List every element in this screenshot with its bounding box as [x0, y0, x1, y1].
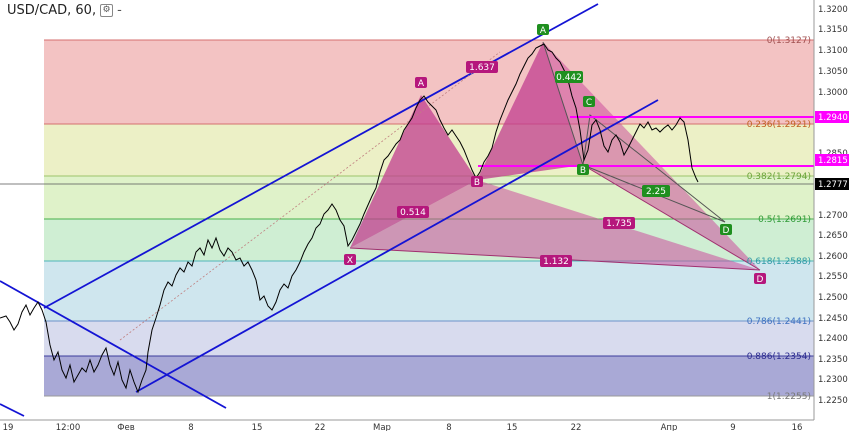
pattern-label-x[interactable]: X — [344, 254, 356, 266]
time-tick: 16 — [792, 423, 803, 431]
fib-label-0786: 0.786(1.2441) — [747, 317, 811, 327]
time-tick: Апр — [661, 423, 678, 431]
price-badge-text: 1.2815 — [818, 156, 848, 166]
harmonic-pattern-xabcd-1[interactable] — [349, 95, 761, 271]
time-tick: 8 — [188, 423, 193, 431]
time-tick: 8 — [446, 423, 451, 431]
price-tick: 1.2500 — [818, 293, 848, 303]
fib-label-1: 1(1.2255) — [767, 392, 811, 402]
harmonic-pattern-xabcd-2[interactable] — [477, 42, 761, 271]
price-tick: 1.3200 — [818, 5, 848, 15]
ratio-label-1735[interactable]: 1.735 — [603, 217, 635, 229]
pattern-label-b2-text: B — [580, 166, 586, 176]
price-axis[interactable]: 1.3200 1.3150 1.3100 1.3050 1.3000 1.285… — [813, 0, 850, 431]
price-badge-1-2940: 1.2940 — [815, 111, 849, 123]
price-tick: 1.2650 — [818, 231, 848, 241]
price-tick: 1.2600 — [818, 252, 848, 262]
time-ticks: 19 12:00 Фев 8 15 22 Мар 8 15 22 Апр 9 1… — [3, 423, 803, 431]
fib-level-labels: 0(1.3127) 0.236(1.2921) 0.382(1.2794) 0.… — [747, 36, 811, 402]
time-tick: 22 — [315, 423, 326, 431]
symbol-legend[interactable]: USD/CAD, 60, ⚙ - — [4, 2, 125, 19]
fib-label-0886: 0.886(1.2354) — [747, 352, 811, 362]
time-tick: 9 — [730, 423, 735, 431]
price-badge-current: 1.2777 — [815, 178, 849, 190]
settings-icon[interactable]: ⚙ — [100, 4, 114, 17]
ratio-label-0442[interactable]: 0.442 — [555, 71, 583, 83]
ratio-label-1132[interactable]: 1.132 — [540, 255, 572, 267]
price-badge-1-2815: 1.2815 — [815, 154, 849, 166]
price-ticks: 1.3200 1.3150 1.3100 1.3050 1.3000 1.285… — [818, 5, 848, 406]
ratio-label-225[interactable]: 2.25 — [642, 185, 670, 197]
pattern-label-b-text: B — [474, 178, 480, 188]
time-tick: Мар — [373, 423, 391, 431]
pattern-label-a-text: A — [418, 79, 425, 89]
fib-label-0236: 0.236(1.2921) — [747, 120, 811, 130]
pattern-label-c-text: C — [586, 98, 592, 108]
price-tick: 1.2450 — [818, 314, 848, 324]
price-series — [0, 43, 699, 394]
pattern-label-d2-text: D — [723, 226, 730, 236]
time-tick: 19 — [3, 423, 14, 431]
minimize-button[interactable]: - — [117, 3, 122, 18]
pattern-label-a[interactable]: A — [415, 77, 427, 89]
fib-label-0618: 0.618(1.2588) — [747, 257, 811, 267]
pattern-label-d2[interactable]: D — [720, 224, 732, 236]
price-tick: 1.2550 — [818, 272, 848, 282]
price-badge-text: 1.2777 — [818, 180, 848, 190]
pattern-label-a2[interactable]: A — [537, 24, 549, 36]
ratio-0514-text: 0.514 — [400, 208, 426, 218]
time-tick: 15 — [252, 423, 263, 431]
price-tick: 1.2700 — [818, 211, 848, 221]
price-tick: 1.3000 — [818, 88, 848, 98]
price-tick: 1.3150 — [818, 25, 848, 35]
pattern-label-d1[interactable]: D — [754, 273, 766, 285]
price-tick: 1.3050 — [818, 67, 848, 77]
ratio-225-text: 2.25 — [646, 187, 666, 197]
price-badge-text: 1.2940 — [818, 113, 848, 123]
dotted-extension-line — [119, 51, 501, 341]
ratio-label-0514[interactable]: 0.514 — [397, 206, 429, 218]
pattern-label-a2-text: A — [540, 26, 547, 36]
fib-label-0382: 0.382(1.2794) — [747, 172, 811, 182]
fib-label-0: 0(1.3127) — [767, 36, 811, 46]
pattern-label-b[interactable]: B — [471, 176, 483, 188]
time-tick: 22 — [571, 423, 582, 431]
pattern-label-c[interactable]: C — [583, 96, 595, 108]
time-axis[interactable]: 19 12:00 Фев 8 15 22 Мар 8 15 22 Апр 9 1… — [0, 419, 814, 431]
fib-label-05: 0.5(1.2691) — [758, 215, 811, 225]
ratio-1735-text: 1.735 — [606, 219, 632, 229]
price-tick: 1.2300 — [818, 375, 848, 385]
pattern-label-x-text: X — [347, 256, 353, 266]
ratio-1132-text: 1.132 — [543, 257, 569, 267]
symbol-title: USD/CAD, 60, — [7, 3, 97, 18]
ratio-label-1637[interactable]: 1.637 — [466, 61, 498, 73]
ratio-0442-text: 0.442 — [556, 73, 582, 83]
time-tick: 15 — [507, 423, 518, 431]
time-tick: Фев — [117, 423, 135, 431]
price-tick: 1.3100 — [818, 46, 848, 56]
price-tick: 1.2250 — [818, 396, 848, 406]
price-tick: 1.2400 — [818, 334, 848, 344]
pattern-label-d1-text: D — [757, 275, 764, 285]
time-tick: 12:00 — [56, 423, 81, 431]
ratio-1637-text: 1.637 — [469, 63, 495, 73]
price-tick: 1.2350 — [818, 355, 848, 365]
pattern-label-b2[interactable]: B — [577, 164, 589, 176]
